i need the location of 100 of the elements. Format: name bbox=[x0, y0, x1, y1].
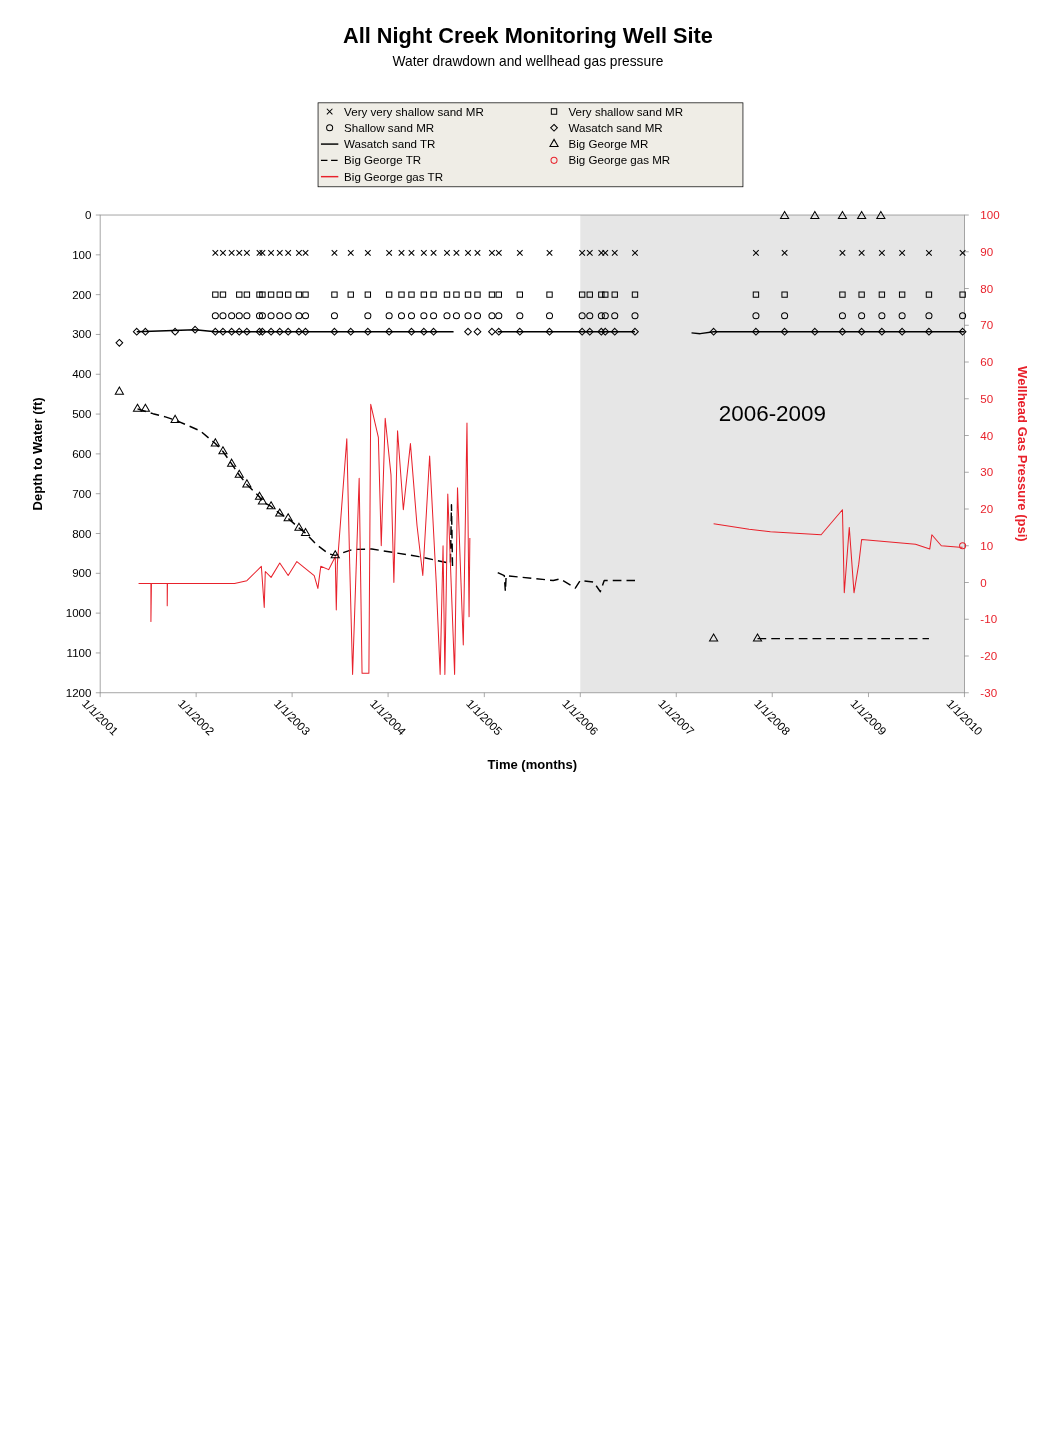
point bbox=[474, 249, 481, 257]
point bbox=[302, 291, 309, 298]
point bbox=[258, 312, 266, 320]
point bbox=[276, 312, 284, 320]
point bbox=[516, 291, 524, 298]
point bbox=[364, 312, 372, 320]
point bbox=[443, 249, 451, 257]
point bbox=[752, 312, 760, 320]
point bbox=[839, 291, 846, 298]
point bbox=[257, 496, 267, 505]
x-axis-title: Time (months) bbox=[487, 757, 578, 773]
legend-label: Big George TR bbox=[344, 154, 422, 167]
point bbox=[255, 312, 264, 320]
point bbox=[141, 327, 150, 336]
point bbox=[330, 312, 338, 320]
point bbox=[781, 312, 789, 320]
point bbox=[598, 249, 605, 257]
point bbox=[408, 291, 415, 298]
point bbox=[420, 291, 428, 298]
point bbox=[267, 249, 275, 257]
chart-subtitle: Water drawdown and wellhead gas pressure bbox=[392, 53, 664, 69]
point bbox=[267, 312, 275, 320]
point bbox=[330, 550, 340, 559]
point bbox=[453, 291, 460, 298]
point bbox=[300, 527, 311, 536]
point bbox=[631, 249, 639, 257]
point bbox=[631, 312, 639, 320]
point bbox=[752, 633, 763, 642]
legend-label: Very shallow sand MR bbox=[568, 105, 684, 118]
point bbox=[170, 414, 180, 423]
point bbox=[857, 327, 866, 336]
point bbox=[295, 312, 303, 320]
y2-tick-label: 70 bbox=[980, 319, 994, 332]
point bbox=[578, 312, 586, 320]
point bbox=[242, 479, 252, 488]
point bbox=[210, 438, 220, 447]
point bbox=[752, 327, 760, 336]
y-tick-label: 0 bbox=[85, 209, 92, 222]
point bbox=[858, 291, 865, 298]
point bbox=[898, 327, 906, 336]
point bbox=[219, 291, 227, 298]
legend-label: Wasatch sand MR bbox=[568, 121, 663, 134]
point bbox=[810, 210, 820, 220]
point bbox=[898, 312, 906, 320]
point bbox=[488, 291, 496, 298]
point bbox=[959, 312, 967, 320]
y-tick-label: 700 bbox=[72, 487, 92, 500]
point bbox=[364, 291, 372, 298]
point bbox=[443, 291, 451, 298]
point bbox=[781, 249, 788, 257]
point bbox=[284, 327, 293, 336]
point bbox=[878, 327, 886, 336]
y2-tick-label: 80 bbox=[980, 282, 994, 295]
point bbox=[258, 327, 267, 336]
y-tick-label: 800 bbox=[72, 527, 92, 540]
y2-tick-label: 90 bbox=[980, 245, 994, 258]
point bbox=[709, 327, 718, 336]
point bbox=[837, 210, 848, 220]
point bbox=[709, 633, 719, 642]
point bbox=[235, 312, 243, 320]
point bbox=[398, 249, 405, 257]
point bbox=[494, 327, 503, 336]
y2-tick-label: 30 bbox=[980, 466, 994, 479]
point bbox=[243, 291, 251, 298]
point bbox=[228, 312, 236, 320]
legend-label: Wasatch sand TR bbox=[344, 138, 436, 151]
point bbox=[474, 291, 481, 298]
point bbox=[212, 291, 219, 298]
point bbox=[363, 327, 372, 336]
point bbox=[473, 327, 482, 336]
point bbox=[488, 327, 496, 336]
point bbox=[295, 291, 303, 298]
point bbox=[115, 338, 124, 347]
point bbox=[254, 491, 265, 500]
point bbox=[114, 386, 124, 395]
point bbox=[601, 312, 609, 320]
legend-label: Big George gas TR bbox=[344, 170, 444, 183]
y2-tick-label: 40 bbox=[980, 429, 994, 442]
point bbox=[346, 327, 355, 336]
legend-label: Big George MR bbox=[568, 138, 649, 151]
point bbox=[364, 249, 372, 257]
point bbox=[140, 403, 150, 412]
y-tick-label: 1000 bbox=[65, 607, 92, 620]
point bbox=[276, 291, 283, 298]
point bbox=[218, 446, 228, 455]
point bbox=[347, 291, 354, 298]
point bbox=[267, 291, 275, 298]
chart-title: All Night Creek Monitoring Well Site bbox=[343, 22, 713, 48]
point bbox=[810, 327, 819, 336]
point bbox=[838, 312, 846, 320]
y-tick-label: 200 bbox=[72, 288, 92, 301]
point bbox=[227, 458, 237, 467]
point bbox=[586, 291, 593, 298]
y-tick-label: 500 bbox=[72, 408, 92, 421]
y2-tick-label: 10 bbox=[980, 539, 994, 552]
point bbox=[259, 249, 266, 257]
point bbox=[256, 249, 263, 257]
point bbox=[227, 327, 236, 336]
point bbox=[598, 291, 605, 298]
point bbox=[602, 291, 609, 298]
